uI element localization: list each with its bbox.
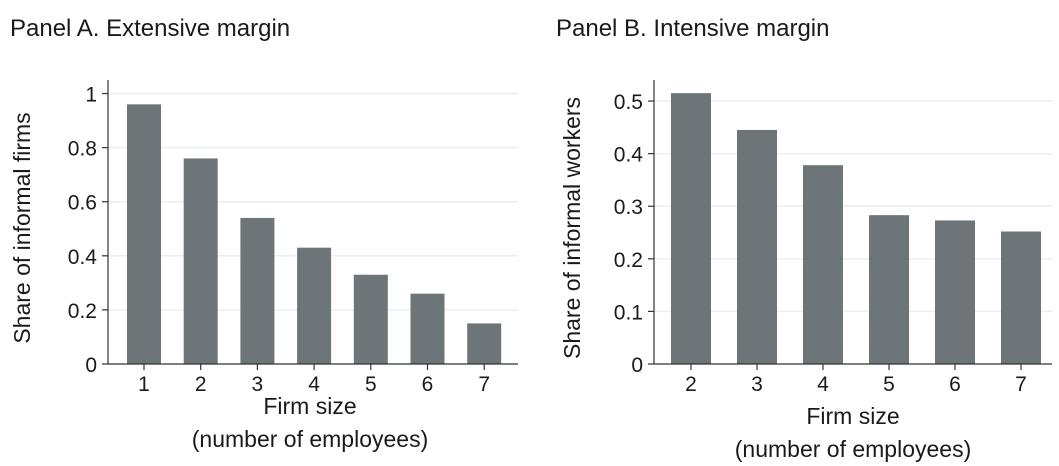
panel-b-y-tick-label: 0.3: [614, 196, 643, 219]
panel-b-x-tick-label: 6: [949, 373, 961, 396]
panel-b-bar-4: [803, 165, 843, 364]
panel-b-y-tick-label: 0.2: [614, 249, 643, 272]
panel-b-y-tick-label: 0.4: [614, 144, 644, 167]
panel-a-bar-6: [410, 293, 445, 364]
panel-a-bar-5: [353, 274, 388, 364]
panel-a-x-tick-label: 6: [422, 373, 434, 396]
panel-a-xlabel: Firm size: [263, 393, 356, 419]
panel-a-y-tick-label: 0.8: [68, 138, 97, 161]
panel-b-y-ticks: 0 0.1 0.2 0.3 0.4 0.5: [614, 91, 654, 377]
panel-b-gridlines: [654, 100, 1052, 313]
panel-a: Panel A. Extensive margin Share of infor…: [9, 15, 518, 452]
panel-b-xlabel: Firm size: [806, 403, 899, 429]
panel-a-y-tick-label: 0: [85, 354, 97, 377]
panel-b-y-tick-label: 0: [631, 354, 643, 377]
panel-a-x-tick-label: 2: [195, 373, 207, 396]
panel-b: Panel B. Intensive margin Share of infor…: [556, 15, 1052, 462]
panel-a-gridlines: [108, 92, 518, 311]
panel-a-x-tick-label: 3: [252, 373, 264, 396]
panel-a-bar-1: [127, 104, 161, 364]
panel-a-title: Panel A. Extensive margin: [10, 15, 290, 42]
panel-b-y-tick-label: 0.1: [614, 301, 643, 324]
panel-a-bars: [127, 104, 502, 364]
panel-a-x-tick-label: 1: [138, 373, 150, 396]
panel-a-x-tick-label: 4: [308, 373, 320, 396]
panel-b-bar-2: [671, 93, 711, 365]
panel-a-y-tick-label: 0.2: [68, 300, 97, 323]
panel-b-x-ticks: 2 3 4 5 6 7: [685, 364, 1027, 396]
panel-a-bar-7: [467, 323, 502, 364]
panel-b-bar-3: [737, 129, 777, 364]
panel-b-bars: [671, 93, 1041, 365]
panel-b-x-tick-label: 4: [817, 373, 829, 396]
panel-b-x-tick-label: 5: [883, 373, 895, 396]
panel-b-x-tick-label: 2: [685, 373, 697, 396]
panel-a-bar-3: [240, 217, 275, 364]
panel-b-bar-6: [935, 220, 975, 364]
panel-a-y-tick-label: 0.4: [68, 246, 98, 269]
panel-a-x-tick-label: 5: [365, 373, 377, 396]
panel-a-y-ticks: 0 0.2 0.4 0.6 0.8 1: [68, 84, 108, 377]
panel-a-ylabel: Share of informal firms: [9, 112, 35, 343]
panel-a-bar-2: [183, 158, 218, 364]
panel-b-y-tick-label: 0.5: [614, 91, 643, 114]
panel-a-xlabel-sub: (number of employees): [192, 426, 429, 452]
panel-b-xlabel-sub: (number of employees): [735, 436, 972, 462]
panel-a-bar-4: [297, 247, 332, 364]
panel-a-y-tick-label: 1: [85, 84, 97, 107]
panel-b-title: Panel B. Intensive margin: [556, 15, 829, 42]
panel-a-x-tick-label: 7: [478, 373, 490, 396]
panel-a-x-ticks: 1 2 3 4 5 6 7: [138, 364, 490, 396]
panel-b-x-tick-label: 3: [751, 373, 763, 396]
panel-a-y-tick-label: 0.6: [68, 192, 97, 215]
panel-b-ylabel: Share of informal workers: [559, 97, 585, 359]
panel-b-bar-7: [1001, 231, 1041, 364]
panel-b-bar-5: [869, 215, 909, 364]
panel-b-x-tick-label: 7: [1015, 373, 1027, 396]
